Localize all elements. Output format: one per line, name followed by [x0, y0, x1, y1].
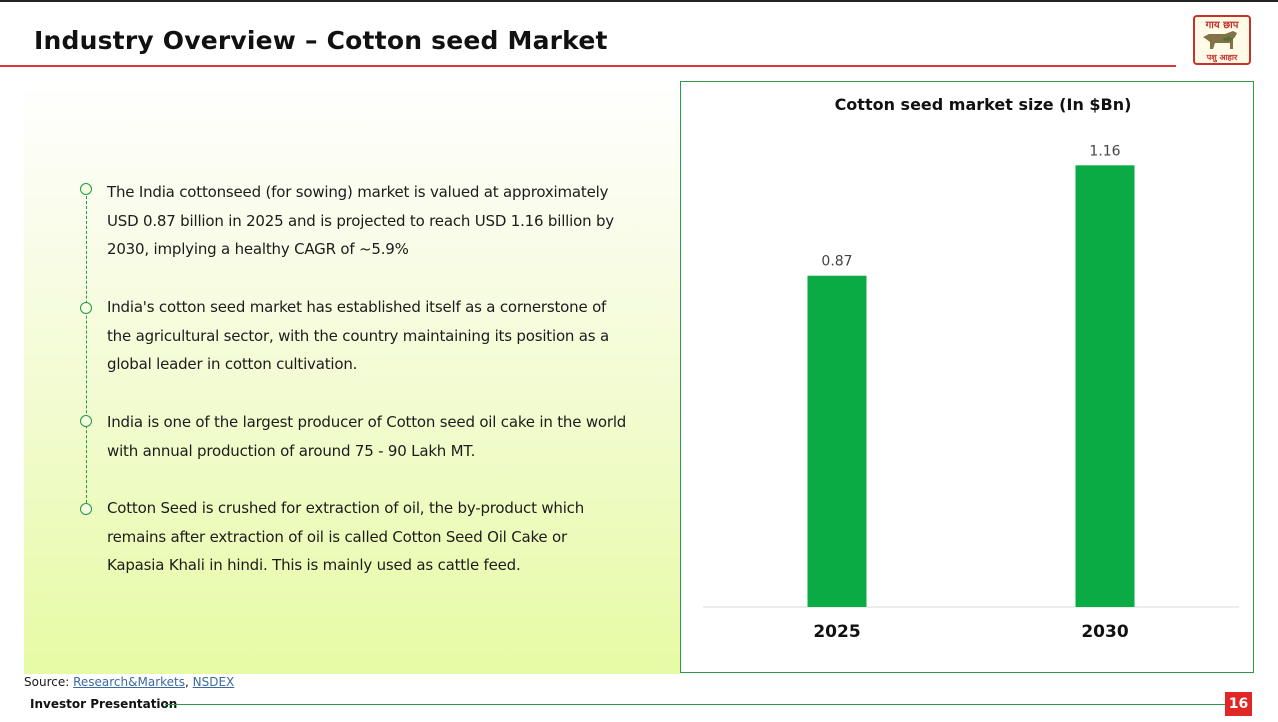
bullet-text-4: Cotton Seed is crushed for extraction of…	[107, 499, 585, 575]
timeline-line	[86, 196, 87, 508]
brand-logo: गाय छाप सर्वेश पशु आहार	[1193, 15, 1251, 65]
source-note: Source: Research&Markets, NSDEX	[24, 675, 235, 689]
bullet-text-1: The India cottonseed (for sowing) market…	[107, 183, 614, 259]
bar-chart: Cotton seed market size (In $Bn) 0.87 202…	[703, 95, 1239, 642]
logo-text-top: गाय छाप	[1205, 20, 1240, 31]
data-label-2025: 0.87	[821, 254, 852, 270]
top-border	[0, 0, 1278, 2]
bullet-text-2: India's cotton seed market has establish…	[107, 298, 609, 374]
timeline-node-2	[80, 302, 92, 314]
source-link-nsdex[interactable]: NSDEX	[192, 675, 235, 689]
footer-label: Investor Presentation	[30, 697, 178, 711]
cow-icon	[1203, 31, 1237, 49]
timeline-node-1	[80, 183, 92, 195]
title-underline	[0, 65, 1176, 67]
logo-text-bottom: पशु आहार	[1206, 53, 1238, 63]
timeline-node-4	[80, 503, 92, 515]
x-tick-label-2025: 2025	[813, 622, 860, 642]
chart-container: Cotton seed market size (In $Bn) 0.87 202…	[680, 81, 1254, 673]
timeline-node-3	[80, 415, 92, 427]
source-link-research-markets[interactable]: Research&Markets	[73, 675, 185, 689]
bar-2030	[1075, 165, 1135, 608]
slide-title: Industry Overview – Cotton seed Market	[34, 26, 608, 55]
data-label-2030: 1.16	[1089, 143, 1120, 159]
bar-2025	[807, 275, 867, 607]
page-number: 16	[1225, 692, 1252, 716]
content-panel	[24, 80, 680, 674]
bullet-text-3: India is one of the largest producer of …	[107, 413, 627, 460]
footer-rule	[165, 704, 1225, 705]
chart-title: Cotton seed market size (In $Bn)	[835, 95, 1132, 114]
source-label: Source:	[24, 675, 70, 689]
x-tick-label-2030: 2030	[1081, 622, 1128, 642]
logo-text-middle: सर्वेश	[1223, 36, 1233, 43]
